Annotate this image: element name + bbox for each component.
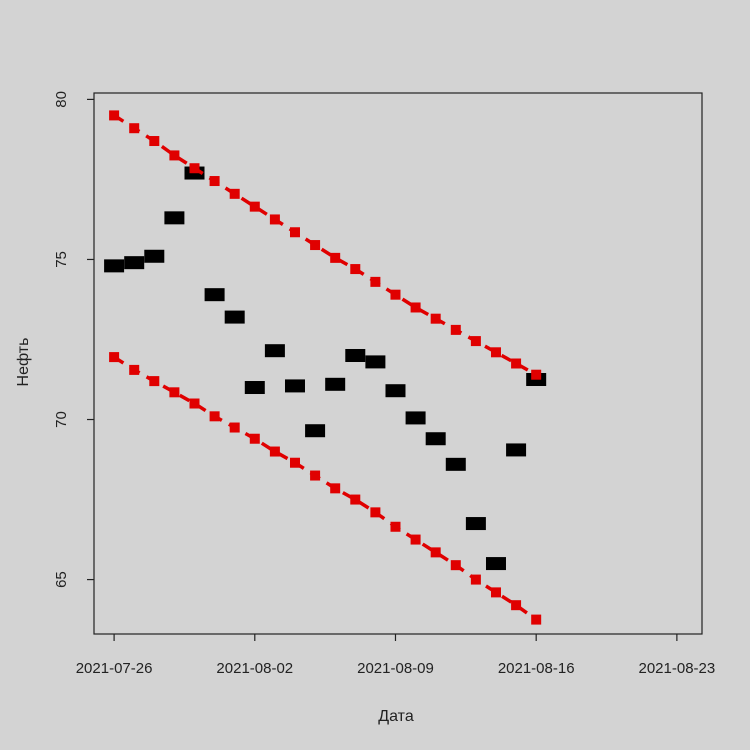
band-point [109,352,120,363]
x-tick-label: 2021-07-26 [76,660,153,677]
band-point [169,150,180,161]
data-point [405,411,426,425]
band-point [450,560,461,571]
series-3 [109,352,542,625]
series-2 [109,110,542,380]
band-point [430,313,441,324]
data-point [465,517,486,531]
band-line [113,113,538,377]
band-point [169,387,180,398]
x-axis-title: Дата [378,708,414,725]
x-tick-label: 2021-08-23 [639,660,716,677]
band-point [511,600,522,611]
band-point [129,364,140,375]
data-point [345,348,366,362]
plot-frame [93,92,703,635]
x-tick-label: 2021-08-02 [216,660,293,677]
y-tick-label: 80 [53,91,70,108]
data-point [224,310,245,324]
x-axis: 2021-07-26 2021-08-02 2021-08-09 2021-08-16… [76,634,716,677]
y-tick-label: 70 [53,411,70,428]
data-point [425,432,446,446]
band-point [511,358,522,369]
band-point [189,163,200,174]
band-point [229,422,240,433]
y-axis: 65 70 75 80 [53,91,94,588]
data-point [325,377,346,391]
band-point [531,614,542,625]
band-point [531,369,542,380]
data-point [305,424,326,438]
data-point [164,211,185,225]
band-point [149,376,160,387]
band-point [209,411,220,422]
band-point [470,574,481,585]
band-point [450,324,461,335]
y-tick-label: 75 [53,251,70,268]
band-point [269,214,280,225]
series-1 [104,166,547,571]
band-point [490,347,501,358]
band-point [350,494,361,505]
data-point [506,443,527,457]
x-tick-label: 2021-08-09 [357,660,434,677]
data-point [365,355,386,369]
plot-content [104,110,547,625]
band-point [249,201,260,212]
band-point [470,336,481,347]
band-point [289,227,300,238]
band-point [430,547,441,558]
band-point [370,276,381,287]
band-point [490,587,501,598]
band-point [189,398,200,409]
data-point [244,381,265,395]
band-point [310,240,321,251]
band-point [410,534,421,545]
band-line [113,355,538,622]
data-point [284,379,305,393]
data-point [485,557,506,571]
band-point [289,457,300,468]
data-point [264,344,285,358]
y-tick-label: 65 [53,571,70,588]
band-point [410,302,421,313]
band-point [370,507,381,518]
y-axis-title: Нефть [15,338,32,387]
band-point [229,188,240,199]
band-point [310,470,321,481]
x-tick-label: 2021-08-16 [498,660,575,677]
data-point [104,259,125,273]
band-point [109,110,120,121]
band-point [149,136,160,147]
band-point [269,446,280,457]
band-point [129,123,140,134]
band-point [209,176,220,187]
band-point [390,289,401,300]
band-point [249,433,260,444]
data-point [204,288,225,302]
data-point [385,384,406,398]
band-point [390,521,401,532]
band-point [330,252,341,263]
band-point [350,264,361,275]
data-point [124,256,145,270]
data-point [144,249,165,263]
band-point [330,483,341,494]
data-point [445,457,466,471]
